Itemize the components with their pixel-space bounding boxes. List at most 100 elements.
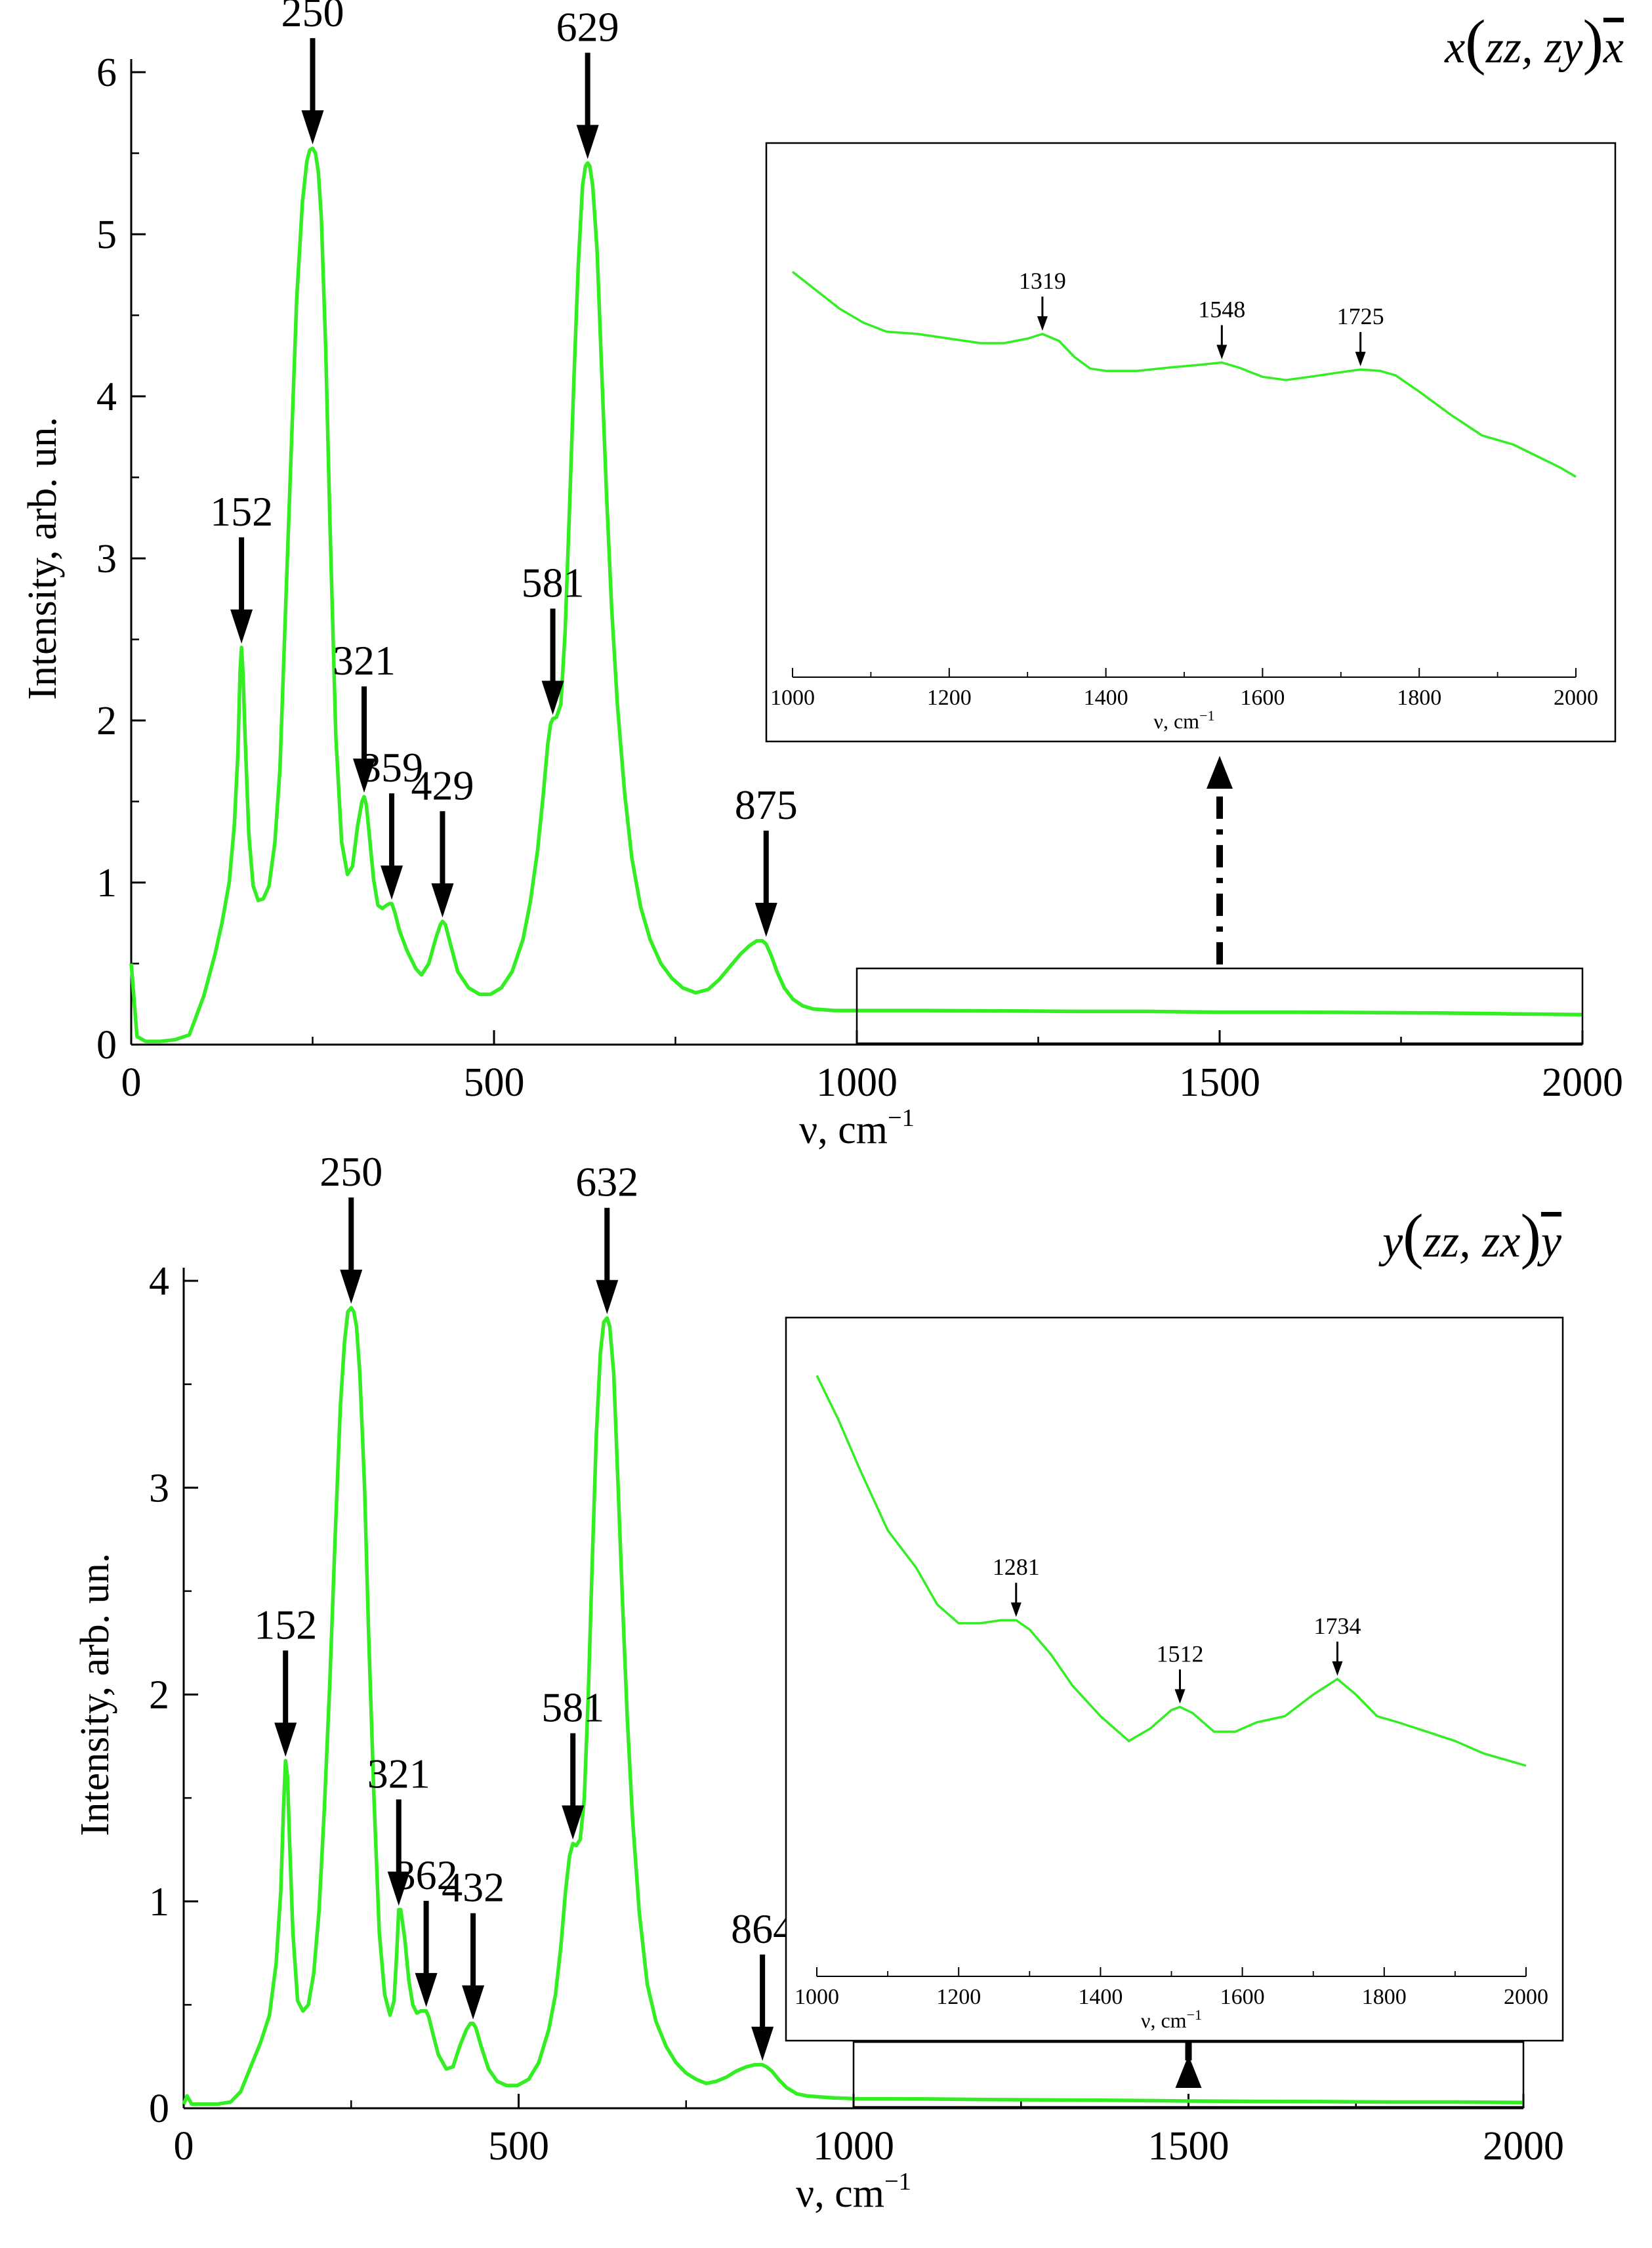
x-tick-label: 1500 [1148,2124,1229,2169]
inset-x-tick-label: 1800 [1362,1985,1407,2009]
configuration-part: ) [1582,8,1603,76]
inset-peak-arrow-head [1216,344,1228,360]
y-tick-label: 2 [149,1673,169,1718]
peak-arrow-head [562,1805,585,1840]
inset-peak-label: 1725 [1337,303,1384,329]
peak-label: 152 [210,488,273,535]
x-tick-label: 2000 [1542,1060,1623,1105]
y-tick-label: 6 [96,51,117,95]
inset-spectrum-line [816,1375,1527,1767]
inset-peak-label: 1734 [1313,1613,1361,1639]
configuration-part: ( [1465,8,1485,76]
y-tick-label: 2 [96,699,117,743]
y-axis-label: Intensity, arb. un. [73,1553,117,1837]
spectrum-line [182,1306,1524,2106]
y-tick-label: 4 [96,375,117,419]
bottom-chart: 0 500 1000 1500 2000 0 1 2 3 4 ν, cm−1 Intensity, a… [73,1148,1564,2216]
inset-peak-arrow-head [1355,352,1366,367]
inset-x-label-exponent: −1 [1187,2007,1202,2023]
x-tick-label: 1000 [813,2124,894,2169]
y-tick-label: 3 [96,537,117,581]
peak-arrow-head [462,1985,485,2020]
inset-x-tick-label: 1800 [1397,686,1441,710]
inset-x-tick-label: 1400 [1078,1985,1123,2009]
x-axis-label: ν, cm−1 [796,2168,911,2216]
peak-arrow-head [230,609,253,644]
y-tick-label: 0 [149,2087,169,2131]
configuration-part: y [1378,1217,1403,1267]
top-chart: 0 500 1000 1500 2000 0 1 2 3 4 5 6 ν, cm−1 Intensity,… [20,0,1624,1152]
peak-label: 864 [731,1905,794,1952]
peak-label: 362 [395,1852,458,1898]
inset-peak-arrow-head [1174,1689,1186,1704]
x-tick-label: 1500 [1179,1060,1260,1105]
inset-x-tick-label: 1000 [795,1985,839,2009]
peak-arrow-head [576,125,599,159]
scattering-configuration: x(zz, zy)x [1444,8,1624,76]
x-tick-label: 500 [488,2124,549,2169]
peak-arrow-head [274,1722,297,1757]
x-tick-label: 1000 [816,1060,898,1105]
inset-frame [765,142,1617,743]
peak-label: 321 [333,637,396,684]
inset-x-tick-label: 1400 [1084,686,1128,710]
x-axis-label-exponent: −1 [884,2168,911,2196]
peak-label: 432 [442,1864,505,1911]
peak-label: 632 [575,1159,638,1205]
inset-peak-label: 1281 [993,1554,1040,1580]
configuration-part: x [1444,22,1465,73]
inset-frame [785,1316,1564,2042]
peak-arrow-head [431,883,454,918]
peak-label: 875 [735,781,798,828]
scattering-configuration: y(zz, zx)y [1378,1202,1562,1270]
inset-x-tick-label: 2000 [1504,1985,1548,2009]
peak-label: 250 [281,0,344,35]
peak-label: 359 [360,744,423,791]
y-tick-label: 4 [149,1259,169,1304]
x-tick-label: 500 [464,1060,525,1105]
peak-arrow-head [541,680,564,715]
inset-x-label-exponent: −1 [1199,707,1214,724]
inset-x-tick-label: 1200 [927,686,972,710]
configuration-part: ) [1520,1202,1540,1270]
inset-peak-label: 1548 [1198,297,1245,323]
inset-spectrum-line [791,270,1577,478]
y-axis-label: Intensity, arb. un. [20,417,65,700]
configuration-part: x [1603,22,1624,73]
inset-peak-arrow-head [1037,316,1048,331]
peak-arrow-head [387,1871,410,1906]
configuration-part: ( [1403,1202,1423,1270]
x-tick-label: 2000 [1483,2124,1564,2169]
peak-arrow-head [381,865,403,900]
peak-arrow-head [301,110,324,145]
y-tick-label: 1 [149,1880,169,1925]
configuration-part: zz, zy [1485,22,1584,73]
inset-peak-label: 1512 [1156,1640,1203,1667]
peak-label: 429 [411,762,474,808]
y-tick-label: 1 [96,861,117,905]
peak-arrow-head [596,1280,619,1314]
inset-x-tick-label: 1600 [1220,1985,1265,2009]
peak-label: 629 [556,3,619,50]
x-axis-label-exponent: −1 [888,1104,915,1132]
y-tick-label: 5 [96,213,117,257]
peak-label: 321 [367,1750,430,1797]
configuration-part: y [1537,1217,1562,1267]
peak-arrow-head [751,2026,774,2061]
peak-arrow-head [415,1972,438,2007]
inset-peak-arrow-head [1332,1661,1343,1676]
peak-arrow-head [340,1269,363,1304]
x-tick-label: 0 [121,1060,142,1105]
x-axis-label: ν, cm−1 [799,1104,915,1152]
highlight-box [856,967,1584,1045]
inset-x-tick-label: 1200 [936,1985,981,2009]
inset-peak-arrow-head [1010,1602,1022,1617]
peak-arrow-head [754,902,777,937]
inset-x-tick-label: 1000 [770,686,815,710]
inset-peak-label: 1319 [1019,268,1066,294]
zoom-arrow-head [1175,2055,1202,2088]
y-tick-label: 0 [96,1023,117,1068]
peak-arrow-head [353,759,376,793]
x-tick-label: 0 [174,2124,194,2169]
